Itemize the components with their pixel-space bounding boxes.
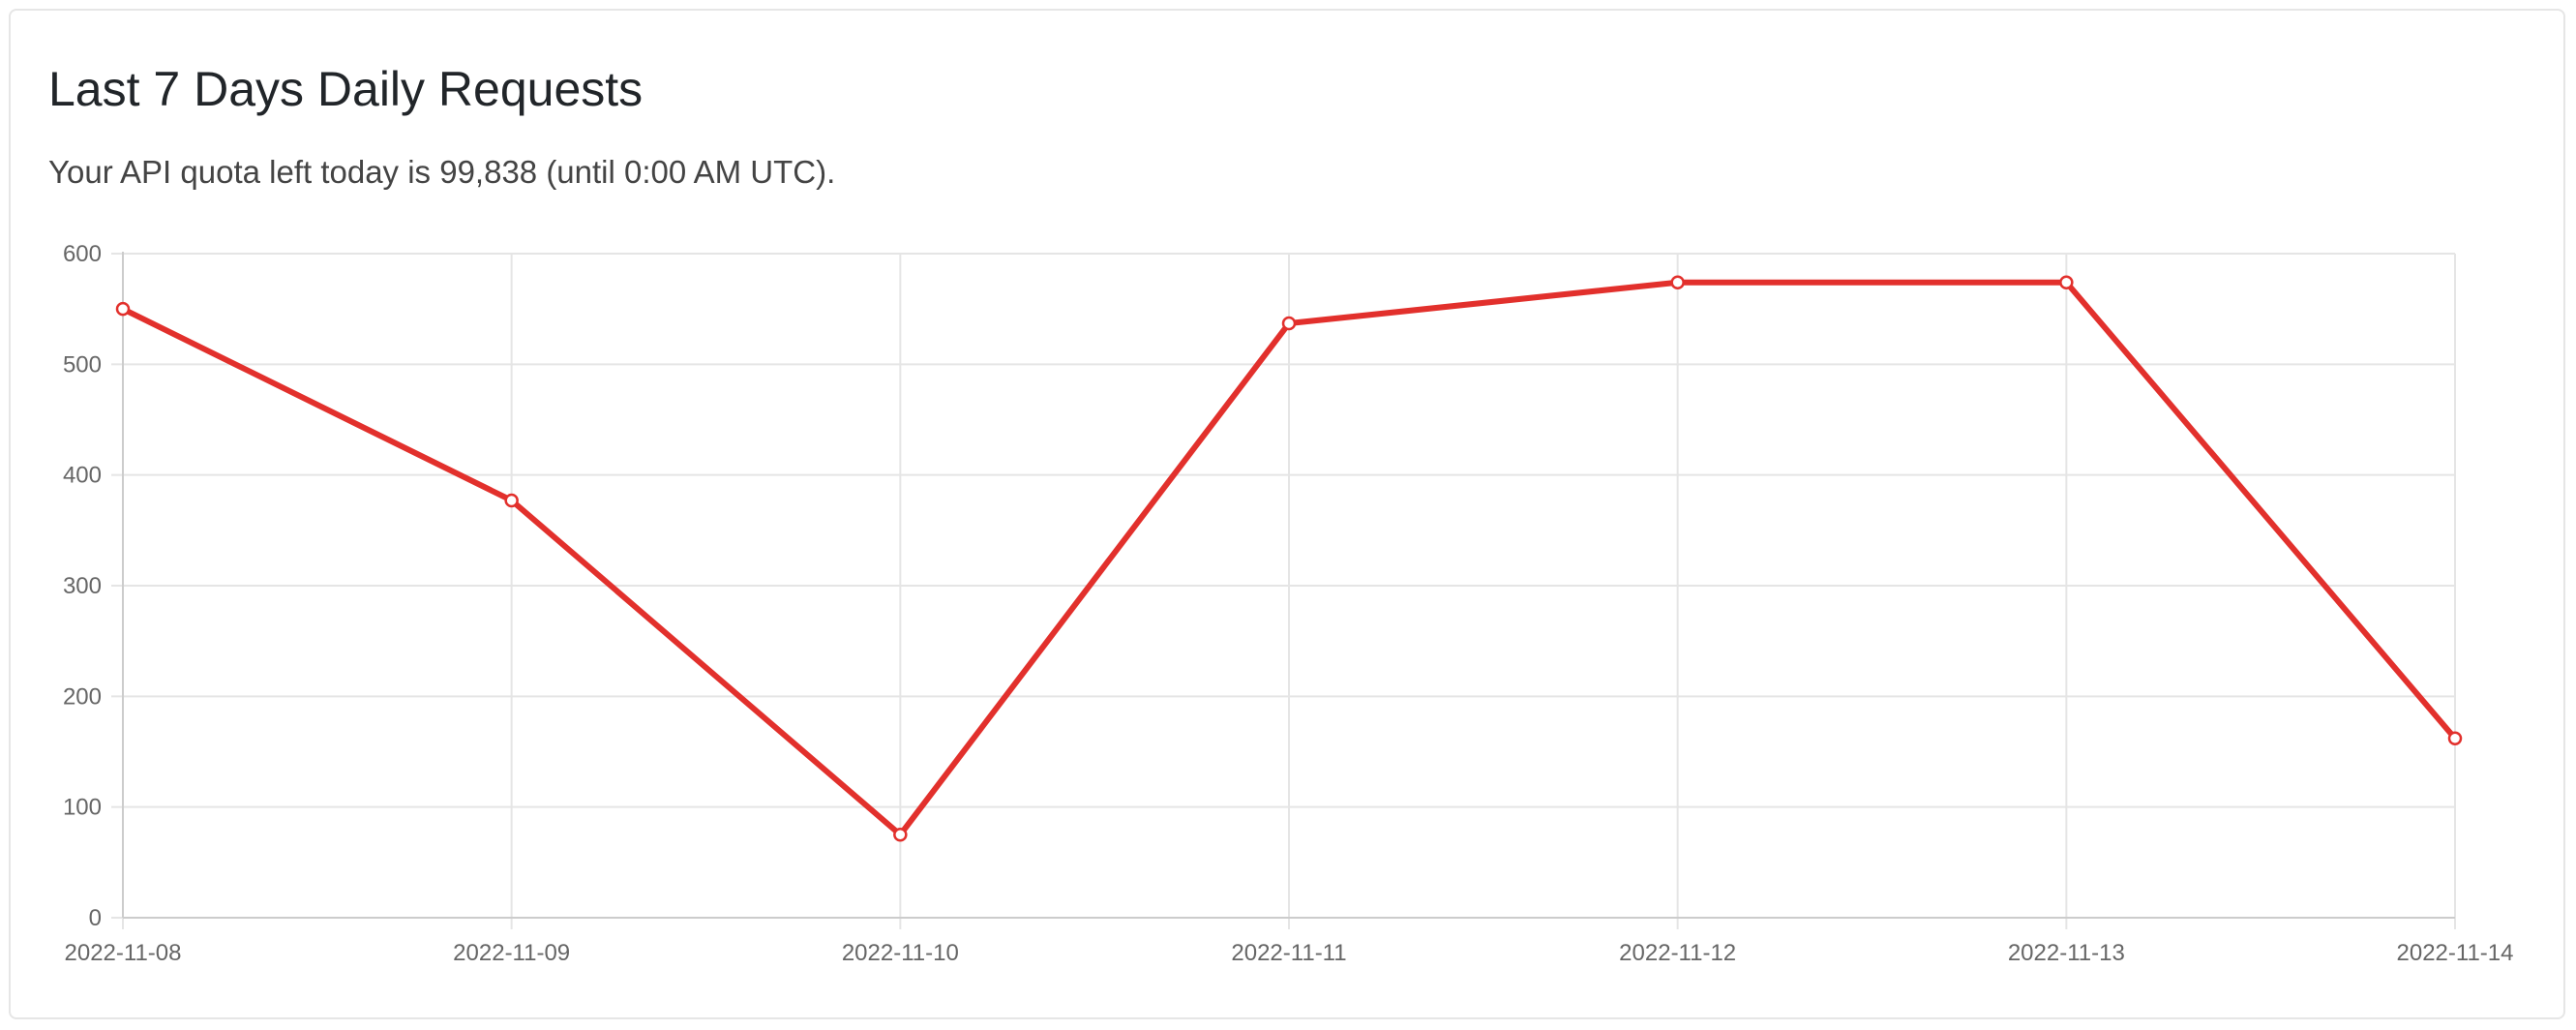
data-point [2447, 731, 2463, 746]
y-tick-label: 500 [63, 351, 102, 378]
chart-card [9, 9, 2565, 1019]
chart-axes [122, 252, 2455, 919]
x-tick-label: 2022-11-14 [2397, 940, 2514, 966]
data-point [893, 828, 908, 842]
card-title: Last 7 Days Daily Requests [48, 62, 644, 116]
y-tick-label: 400 [63, 463, 102, 489]
x-axis-ticks: 2022-11-08 2022-11-09 2022-11-10 2022-11-11… [65, 940, 2514, 966]
y-tick-label: 100 [63, 795, 102, 821]
quota-text: Your API quota left today is 99,838 (unt… [48, 154, 836, 190]
data-point [1281, 316, 1297, 331]
data-point [115, 301, 131, 317]
y-tick-label: 600 [63, 241, 102, 267]
x-tick-label: 2022-11-09 [453, 940, 570, 966]
data-point [504, 493, 519, 508]
x-tick-label: 2022-11-10 [842, 940, 959, 966]
y-tick-label: 300 [63, 573, 102, 599]
x-tick-label: 2022-11-12 [1619, 940, 1736, 966]
y-axis-ticks: 0 100 200 300 400 500 600 [63, 241, 102, 931]
x-tick-label: 2022-11-08 [65, 940, 182, 966]
x-tick-label: 2022-11-13 [2008, 940, 2125, 966]
chart-series [115, 275, 2463, 842]
data-point [2059, 275, 2074, 289]
y-tick-label: 0 [89, 905, 102, 931]
chart-grid [111, 253, 2456, 929]
x-tick-label: 2022-11-11 [1231, 940, 1346, 966]
data-point [1670, 275, 1685, 289]
y-tick-label: 200 [63, 683, 102, 710]
